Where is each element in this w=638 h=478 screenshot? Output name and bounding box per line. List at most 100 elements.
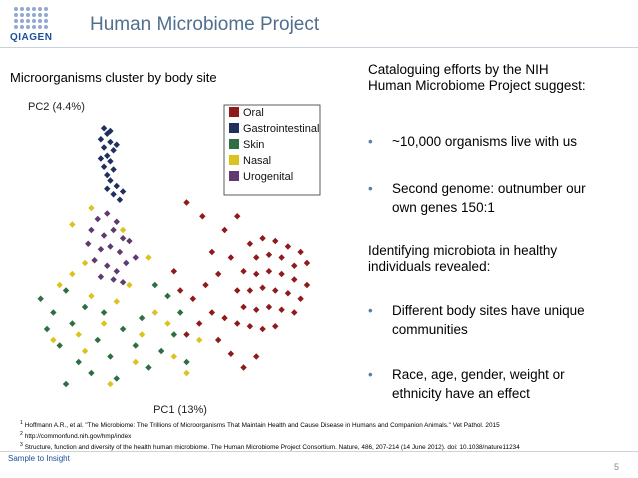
- bullet-item: • ~10,000 organisms live with us: [368, 132, 608, 151]
- data-point: [138, 331, 146, 338]
- data-point: [37, 295, 44, 302]
- footnote-text: Hoffmann A.R., et al. "The Microbiome: T…: [24, 422, 500, 430]
- data-point: [110, 166, 117, 173]
- footnote-number: 3: [20, 442, 23, 449]
- bullet-dot: •: [368, 181, 373, 196]
- data-point: [284, 243, 292, 250]
- data-point: [119, 235, 127, 242]
- footnote: 2 http://commonfund.nih.gov/hmp/index: [20, 430, 630, 441]
- data-point: [81, 303, 89, 311]
- bullet-item: • Race, age, gender, weight or ethnicity …: [368, 365, 608, 403]
- data-point: [259, 235, 266, 242]
- data-point: [234, 287, 241, 294]
- legend-swatch: [229, 123, 239, 133]
- data-point: [227, 350, 235, 357]
- section-heading: Identifying microbiota in healthy indivi…: [368, 243, 558, 274]
- data-point: [265, 251, 273, 258]
- data-point: [195, 320, 203, 327]
- data-point: [208, 248, 216, 256]
- data-point: [75, 331, 82, 338]
- data-point: [88, 369, 95, 377]
- data-point: [94, 336, 101, 344]
- data-point: [246, 240, 254, 247]
- data-point: [272, 323, 279, 330]
- data-point: [81, 347, 89, 355]
- data-point: [116, 196, 124, 203]
- data-point: [100, 144, 108, 151]
- data-point: [183, 199, 190, 206]
- data-point: [100, 163, 108, 170]
- data-point: [138, 314, 146, 322]
- intro-text: Cataloguing efforts by the NIH Human Mic…: [368, 62, 586, 93]
- legend-swatch: [229, 155, 239, 165]
- bullet-text: Second genome: outnumber our own genes 1…: [392, 181, 586, 215]
- data-point: [183, 331, 190, 338]
- data-point: [97, 246, 105, 253]
- legend-swatch: [229, 139, 239, 149]
- bullet-item: • Different body sites have unique commun…: [368, 301, 608, 339]
- data-point: [97, 273, 105, 280]
- data-point: [110, 191, 117, 198]
- data-point: [50, 336, 57, 344]
- data-point: [240, 303, 247, 311]
- data-point: [119, 188, 127, 195]
- data-point: [170, 353, 178, 360]
- data-point: [145, 364, 152, 371]
- data-point: [100, 232, 108, 239]
- data-point: [195, 336, 203, 344]
- data-point: [113, 218, 120, 225]
- data-point: [157, 347, 165, 355]
- data-point: [253, 270, 260, 278]
- bullet-text: ~10,000 organisms live with us: [392, 134, 577, 149]
- data-point: [176, 287, 184, 294]
- data-point: [119, 279, 127, 286]
- legend-swatch: [229, 107, 239, 117]
- data-point: [272, 237, 279, 245]
- data-point: [113, 141, 120, 148]
- data-point: [176, 309, 184, 316]
- legend-swatch: [229, 171, 239, 181]
- data-point: [132, 254, 139, 261]
- data-point: [199, 213, 206, 220]
- data-point: [189, 295, 197, 302]
- page-number: 5: [614, 462, 620, 472]
- scatter-chart: PC2 (4.4%) PC1 (13%) Oral Gastrointestina…: [28, 101, 321, 416]
- data-point: [291, 262, 298, 269]
- data-point: [107, 138, 114, 146]
- data-point: [94, 215, 101, 223]
- logo-text: QIAGEN: [10, 32, 53, 43]
- data-point: [215, 336, 222, 344]
- bullet-dot: •: [368, 367, 373, 382]
- data-point: [234, 213, 241, 220]
- footnote: 3 Structure, function and diversity of th…: [20, 441, 630, 452]
- data-point: [119, 226, 127, 234]
- data-point: [278, 254, 285, 261]
- data-point: [183, 369, 190, 377]
- data-point: [104, 171, 111, 179]
- data-point: [208, 309, 216, 316]
- data-point: [259, 284, 266, 291]
- data-point: [253, 306, 260, 313]
- footnote-number: 1: [20, 420, 23, 426]
- header-rule: [0, 47, 638, 48]
- data-point: [291, 276, 298, 283]
- data-point: [104, 262, 111, 269]
- data-point: [221, 226, 228, 234]
- data-point: [107, 177, 114, 184]
- data-point: [297, 295, 304, 302]
- data-point: [56, 281, 63, 289]
- subtitle: Microorganisms cluster by body site: [10, 70, 217, 85]
- data-point: [240, 268, 247, 275]
- data-point: [246, 287, 254, 294]
- data-point: [88, 226, 95, 234]
- legend-box: [223, 104, 321, 196]
- data-point: [221, 314, 228, 322]
- data-point: [272, 287, 279, 294]
- data-point: [104, 152, 111, 159]
- data-point: [104, 185, 111, 192]
- data-point: [126, 237, 133, 245]
- data-point: [303, 259, 311, 267]
- data-point: [284, 290, 292, 297]
- data-point: [234, 320, 241, 327]
